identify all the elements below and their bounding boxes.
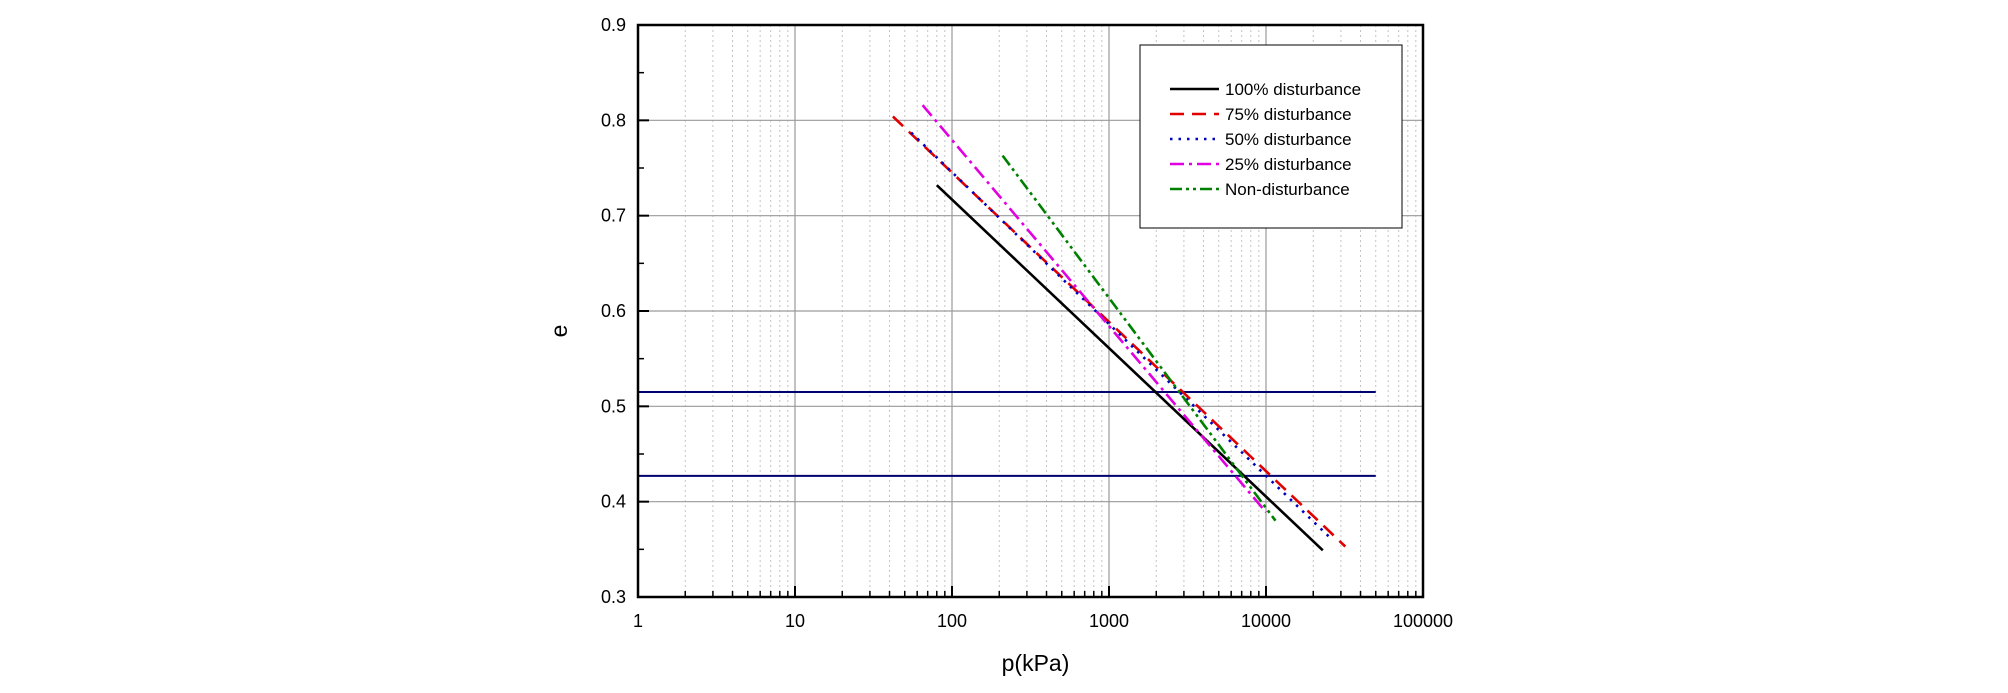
x-tick-label: 10: [785, 611, 805, 631]
legend-label: 25% disturbance: [1225, 155, 1352, 174]
axis-ticks: [637, 24, 1424, 598]
reference-lines: [638, 391, 1376, 477]
x-tick-label: 100000: [1393, 611, 1453, 631]
series-line: [1001, 154, 1277, 522]
y-tick-label: 0.7: [601, 206, 626, 226]
y-tick-label: 0.8: [601, 110, 626, 130]
series-line: [935, 184, 1324, 552]
y-axis-title: e: [546, 325, 572, 338]
x-tick-label: 100: [937, 611, 967, 631]
legend-label: 75% disturbance: [1225, 105, 1352, 124]
x-tick-labels: 1 10 100 1000 10000 100000: [633, 611, 1453, 631]
series-line: [921, 104, 1267, 514]
y-tick-label: 0.9: [601, 15, 626, 35]
x-axis-title: p(kPa): [1002, 650, 1070, 676]
x-tick-label: 10000: [1241, 611, 1291, 631]
legend: 100% disturbance 75% disturbance 50% distu…: [1139, 44, 1403, 229]
x-tick-label: 1000: [1089, 611, 1129, 631]
x-tick-label: 1: [633, 611, 643, 631]
y-tick-labels: 0.3 0.4 0.5 0.6 0.7 0.8 0.9: [601, 15, 626, 607]
series-line: [910, 131, 1333, 540]
y-tick-label: 0.5: [601, 396, 626, 416]
legend-label: 50% disturbance: [1225, 130, 1352, 149]
y-tick-label: 0.3: [601, 587, 626, 607]
legend-label: 100% disturbance: [1225, 80, 1361, 99]
legend-box: [1139, 44, 1403, 229]
y-tick-label: 0.6: [601, 301, 626, 321]
major-gridlines: [638, 25, 1423, 597]
data-series: [892, 104, 1347, 552]
legend-label: Non-disturbance: [1225, 180, 1350, 199]
series-line: [892, 115, 1347, 548]
y-tick-label: 0.4: [601, 492, 626, 512]
